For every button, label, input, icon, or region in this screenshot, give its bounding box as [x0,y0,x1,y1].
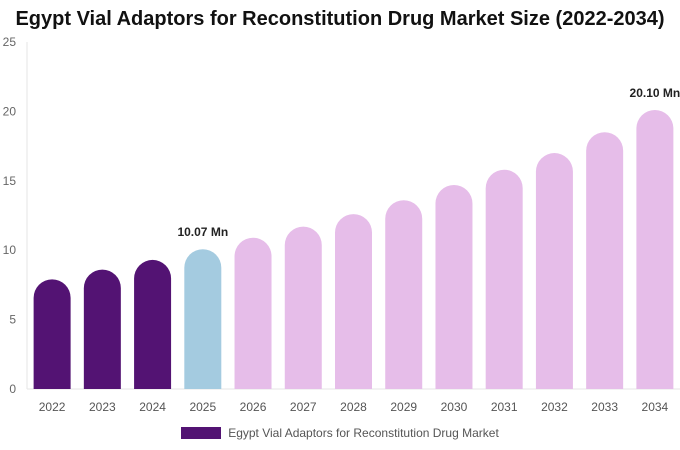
bar-2022 [33,279,71,389]
legend-label: Egypt Vial Adaptors for Reconstitution D… [228,426,499,440]
x-tick-label: 2034 [642,400,669,414]
bar-2026 [234,237,272,389]
bar-2031 [485,169,523,389]
x-tick-label: 2029 [390,400,417,414]
data-label-2025: 10.07 Mn [177,225,228,239]
bar-2024 [134,259,172,389]
y-tick-label: 10 [3,243,17,257]
legend-swatch [181,427,222,439]
bar-2032 [535,153,573,389]
x-tick-label: 2030 [441,400,468,414]
bar-2034 [636,110,674,389]
bar-2033 [586,132,624,389]
x-tick-label: 2024 [139,400,166,414]
x-tick-label: 2032 [541,400,568,414]
x-tick-label: 2028 [340,400,367,414]
bar-2027 [284,226,322,389]
y-tick-label: 25 [3,35,17,49]
y-tick-label: 5 [9,313,16,327]
chart-title: Egypt Vial Adaptors for Reconstitution D… [15,8,665,30]
legend: Egypt Vial Adaptors for Reconstitution D… [0,426,680,440]
x-tick-label: 2033 [591,400,618,414]
bar-2023 [83,269,121,389]
y-tick-label: 0 [9,382,16,396]
bar-2030 [435,184,473,389]
bar-2028 [335,214,372,389]
x-tick-label: 2025 [189,400,216,414]
data-label-2034: 20.10 Mn [630,86,680,100]
x-tick-label: 2031 [491,400,518,414]
bar-2025 [184,249,222,389]
x-tick-label: 2022 [39,400,66,414]
y-tick-label: 20 [3,104,17,118]
bar-2029 [385,200,423,389]
x-tick-label: 2023 [89,400,116,414]
x-tick-label: 2027 [290,400,317,414]
x-tick-label: 2026 [240,400,267,414]
y-tick-label: 15 [3,174,17,188]
